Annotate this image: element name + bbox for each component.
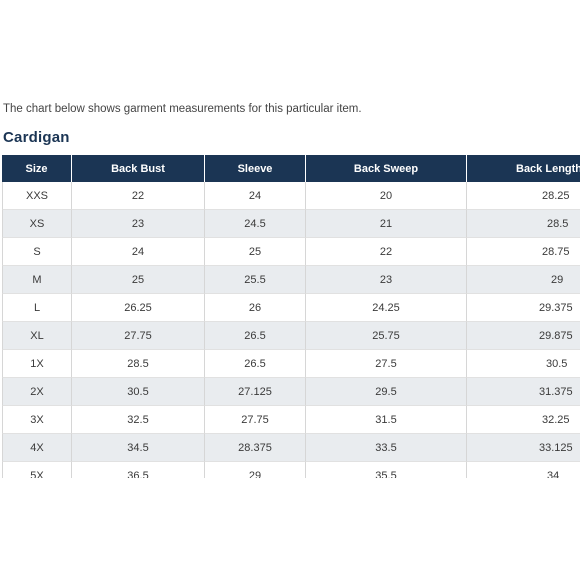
cell-back-bust: 34.5 (72, 434, 205, 462)
table-header-row: Size Back Bust Sleeve Back Sweep Back Le… (2, 155, 580, 182)
cell-sleeve: 25 (205, 238, 306, 266)
table-row: 3X 32.5 27.75 31.5 32.25 (2, 406, 580, 434)
cell-sleeve: 27.75 (205, 406, 306, 434)
cell-size: L (2, 294, 72, 322)
table-row: M 25 25.5 23 29 (2, 266, 580, 294)
intro-text: The chart below shows garment measuremen… (3, 103, 362, 115)
cell-sleeve: 26.5 (205, 350, 306, 378)
table-row: XS 23 24.5 21 28.5 (2, 210, 580, 238)
cell-back-bust: 32.5 (72, 406, 205, 434)
cell-sleeve: 28.375 (205, 434, 306, 462)
cell-sleeve: 27.125 (205, 378, 306, 406)
cell-back-length: 28.25 (467, 182, 580, 210)
cell-sleeve: 29 (205, 462, 306, 478)
cell-sleeve: 24 (205, 182, 306, 210)
cell-size: 5X (2, 462, 72, 478)
cell-size: M (2, 266, 72, 294)
table-row: 2X 30.5 27.125 29.5 31.375 (2, 378, 580, 406)
cell-back-length: 29 (467, 266, 580, 294)
cell-back-sweep: 27.5 (306, 350, 467, 378)
cell-back-bust: 26.25 (72, 294, 205, 322)
table-row: XL 27.75 26.5 25.75 29.875 (2, 322, 580, 350)
cell-sleeve: 25.5 (205, 266, 306, 294)
cell-size: 1X (2, 350, 72, 378)
cell-size: 4X (2, 434, 72, 462)
header-back-bust: Back Bust (72, 155, 205, 182)
cell-back-bust: 27.75 (72, 322, 205, 350)
cell-back-length: 29.875 (467, 322, 580, 350)
cell-sleeve: 26 (205, 294, 306, 322)
cell-size: XS (2, 210, 72, 238)
cell-size: 2X (2, 378, 72, 406)
cell-back-sweep: 33.5 (306, 434, 467, 462)
cell-back-sweep: 29.5 (306, 378, 467, 406)
cell-back-sweep: 25.75 (306, 322, 467, 350)
header-back-length: Back Length (467, 155, 580, 182)
cell-back-sweep: 24.25 (306, 294, 467, 322)
cell-size: XXS (2, 182, 72, 210)
cell-back-bust: 28.5 (72, 350, 205, 378)
size-chart-table-container[interactable]: Size Back Bust Sleeve Back Sweep Back Le… (2, 155, 580, 478)
cell-back-sweep: 22 (306, 238, 467, 266)
cell-sleeve: 26.5 (205, 322, 306, 350)
header-sleeve: Sleeve (205, 155, 306, 182)
cell-back-length: 32.25 (467, 406, 580, 434)
cell-size: XL (2, 322, 72, 350)
product-title: Cardigan (3, 129, 70, 146)
cell-back-length: 30.5 (467, 350, 580, 378)
cell-back-sweep: 21 (306, 210, 467, 238)
cell-sleeve: 24.5 (205, 210, 306, 238)
cell-back-bust: 24 (72, 238, 205, 266)
header-back-sweep: Back Sweep (306, 155, 467, 182)
table-row: 5X 36.5 29 35.5 34 (2, 462, 580, 478)
cell-back-length: 34 (467, 462, 580, 479)
table-row: S 24 25 22 28.75 (2, 238, 580, 266)
table-row: L 26.25 26 24.25 29.375 (2, 294, 580, 322)
cell-back-sweep: 31.5 (306, 406, 467, 434)
cell-back-bust: 30.5 (72, 378, 205, 406)
cell-back-sweep: 23 (306, 266, 467, 294)
table-row: XXS 22 24 20 28.25 (2, 182, 580, 210)
header-size: Size (2, 155, 72, 182)
cell-back-length: 28.75 (467, 238, 580, 266)
cell-size: S (2, 238, 72, 266)
table-row: 4X 34.5 28.375 33.5 33.125 (2, 434, 580, 462)
cell-back-length: 28.5 (467, 210, 580, 238)
cell-back-length: 31.375 (467, 378, 580, 406)
cell-size: 3X (2, 406, 72, 434)
cell-back-bust: 22 (72, 182, 205, 210)
cell-back-bust: 25 (72, 266, 205, 294)
cell-back-bust: 23 (72, 210, 205, 238)
cell-back-sweep: 35.5 (306, 462, 467, 478)
table-row: 1X 28.5 26.5 27.5 30.5 (2, 350, 580, 378)
cell-back-length: 33.125 (467, 434, 580, 462)
cell-back-bust: 36.5 (72, 462, 205, 478)
cell-back-length: 29.375 (467, 294, 580, 322)
cell-back-sweep: 20 (306, 182, 467, 210)
size-chart-table: Size Back Bust Sleeve Back Sweep Back Le… (2, 155, 580, 478)
